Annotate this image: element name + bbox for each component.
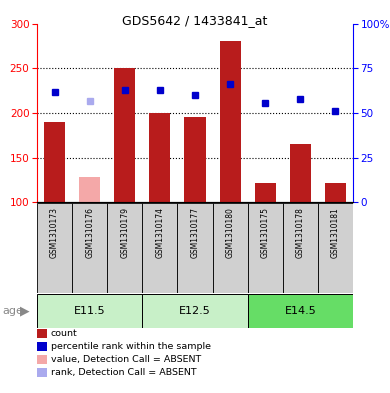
Bar	[37, 294, 142, 328]
Bar	[318, 203, 353, 293]
Bar	[283, 203, 318, 293]
Text: E11.5: E11.5	[74, 306, 106, 316]
Bar	[142, 203, 177, 293]
Text: value, Detection Call = ABSENT: value, Detection Call = ABSENT	[51, 355, 201, 364]
Bar	[220, 41, 241, 202]
Bar	[255, 183, 276, 202]
Text: GSM1310178: GSM1310178	[296, 207, 305, 258]
Text: GSM1310179: GSM1310179	[120, 207, 129, 258]
Bar	[79, 177, 100, 202]
Text: rank, Detection Call = ABSENT: rank, Detection Call = ABSENT	[51, 368, 196, 376]
Text: GSM1310181: GSM1310181	[331, 207, 340, 257]
Bar	[114, 68, 135, 202]
Text: GSM1310174: GSM1310174	[155, 207, 165, 258]
Bar	[248, 294, 353, 328]
Bar	[37, 203, 72, 293]
Bar	[184, 118, 206, 202]
Bar	[149, 113, 170, 202]
Text: E14.5: E14.5	[284, 306, 316, 316]
Text: GSM1310175: GSM1310175	[261, 207, 270, 258]
Bar	[248, 203, 283, 293]
Text: GSM1310177: GSM1310177	[190, 207, 200, 258]
Bar	[107, 203, 142, 293]
Bar	[142, 294, 248, 328]
Bar	[325, 183, 346, 202]
Text: GSM1310176: GSM1310176	[85, 207, 94, 258]
Text: GDS5642 / 1433841_at: GDS5642 / 1433841_at	[122, 14, 268, 27]
Text: ▶: ▶	[20, 304, 30, 318]
Text: E12.5: E12.5	[179, 306, 211, 316]
Bar	[44, 122, 65, 202]
Text: count: count	[51, 329, 78, 338]
Text: percentile rank within the sample: percentile rank within the sample	[51, 342, 211, 351]
Bar	[290, 144, 311, 202]
Bar	[177, 203, 213, 293]
Bar	[72, 203, 107, 293]
Text: GSM1310180: GSM1310180	[225, 207, 235, 258]
Bar	[213, 203, 248, 293]
Text: GSM1310173: GSM1310173	[50, 207, 59, 258]
Text: age: age	[2, 306, 23, 316]
